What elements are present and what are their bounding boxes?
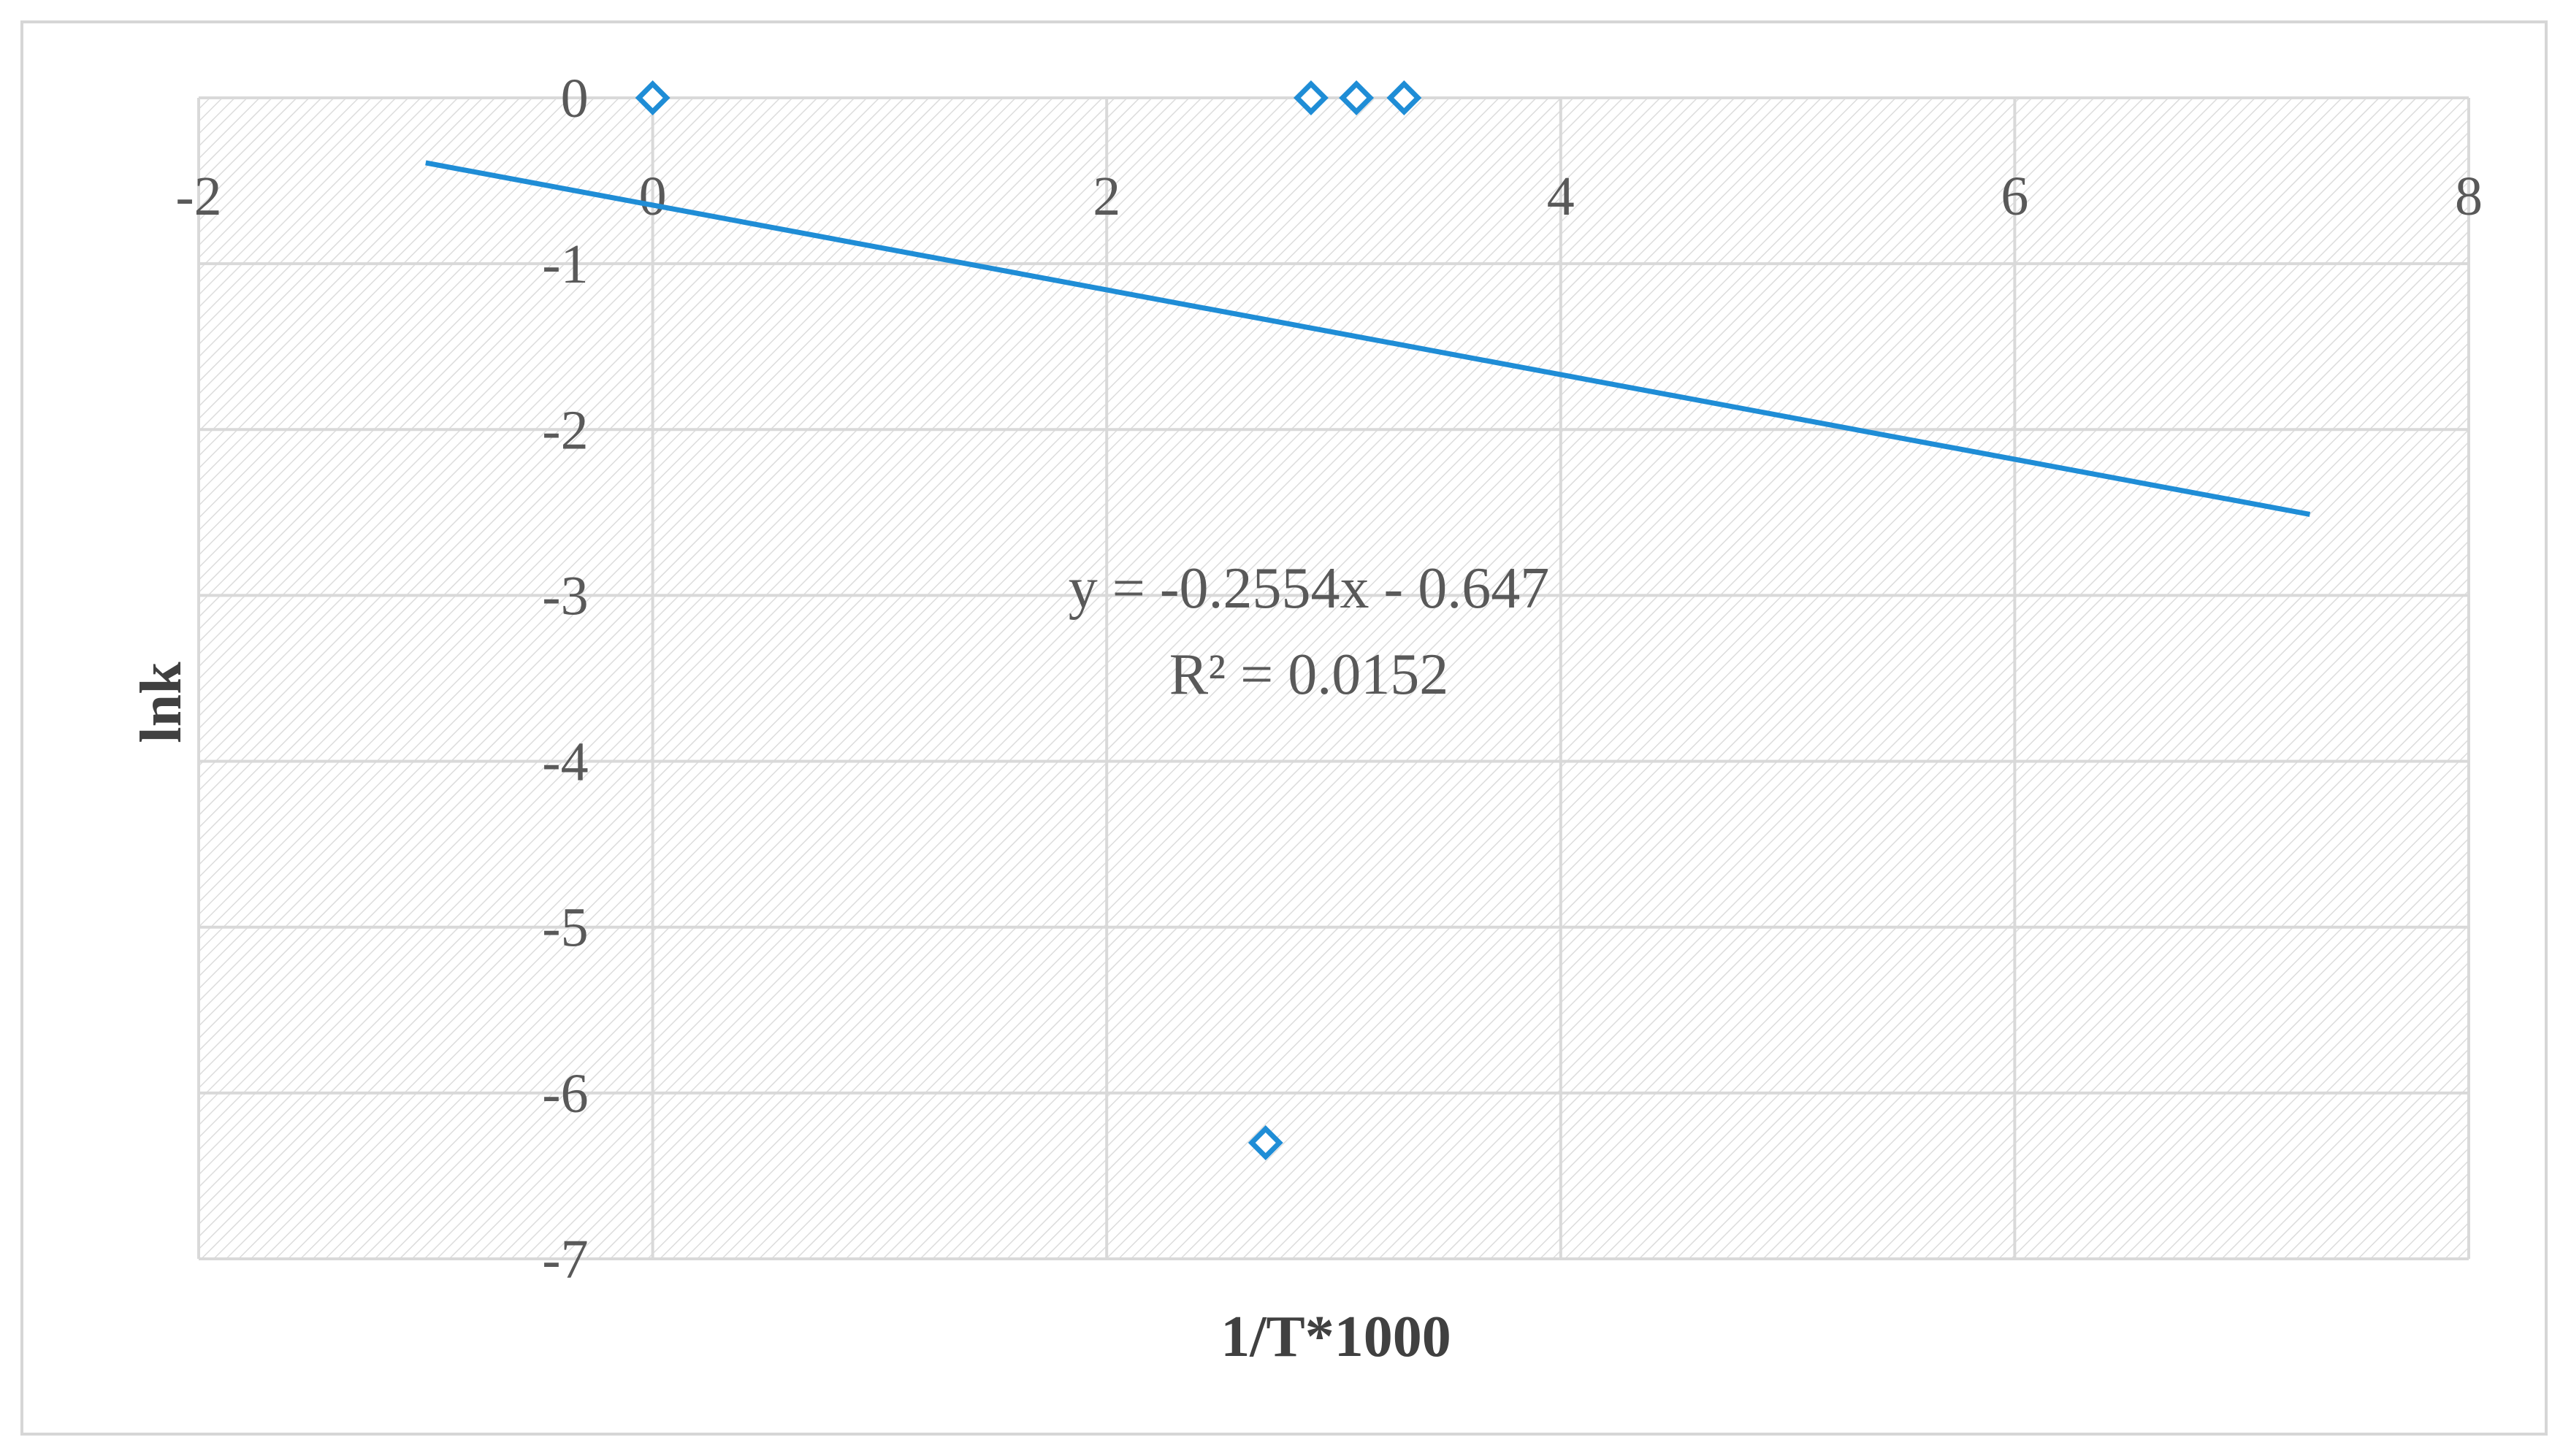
y-tick-label: -5 bbox=[542, 897, 588, 959]
x-tick-label: 6 bbox=[2001, 166, 2028, 227]
y-tick-label: -2 bbox=[542, 399, 588, 461]
plot-area bbox=[199, 98, 2469, 1259]
r-squared-label: R² = 0.0152 bbox=[1169, 643, 1448, 707]
data-point bbox=[1386, 80, 1422, 115]
trendline-group bbox=[425, 160, 2311, 517]
y-tick-label: -6 bbox=[542, 1063, 588, 1124]
y-tick-label: -4 bbox=[542, 732, 588, 793]
y-tick-label: 0 bbox=[561, 68, 589, 129]
x-tick-label: 2 bbox=[1093, 166, 1120, 227]
y-tick-label: -3 bbox=[542, 565, 588, 627]
trendline bbox=[425, 160, 2311, 517]
data-points bbox=[635, 80, 1422, 1160]
y-tick-label: -1 bbox=[542, 234, 588, 295]
data-point bbox=[1339, 80, 1375, 115]
data-point bbox=[635, 80, 671, 115]
trendline-equation: y = -0.2554x - 0.647 bbox=[1069, 556, 1549, 621]
y-axis-title: lnk bbox=[129, 662, 194, 743]
y-tick-label: -7 bbox=[542, 1229, 588, 1290]
x-tick-label: 4 bbox=[1547, 166, 1575, 227]
x-tick-label: 8 bbox=[2455, 166, 2483, 227]
data-point bbox=[1248, 1125, 1283, 1160]
x-tick-label: 0 bbox=[639, 166, 667, 227]
tick-labels: -2 0 2 4 6 8 0 -1 -2 -3 -4 -5 -6 -7 bbox=[175, 68, 2483, 1290]
chart-frame: -2 0 2 4 6 8 0 -1 -2 -3 -4 -5 -6 -7 y = -0.2554x - 0.… bbox=[20, 20, 2548, 1436]
x-tick-label: -2 bbox=[175, 166, 221, 227]
chart-svg: -2 0 2 4 6 8 0 -1 -2 -3 -4 -5 -6 -7 y = -0.2554x - 0.… bbox=[129, 68, 2483, 1369]
x-axis-title: 1/T*1000 bbox=[1220, 1305, 1451, 1369]
data-point bbox=[1293, 80, 1329, 115]
